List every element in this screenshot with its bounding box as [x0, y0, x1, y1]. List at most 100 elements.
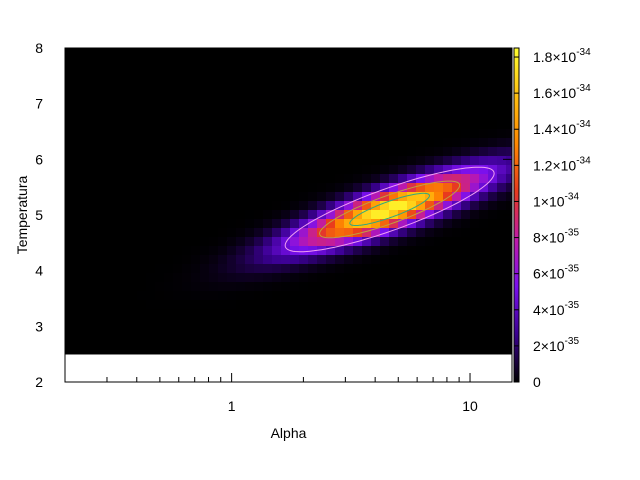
heatmap-cell [128, 237, 138, 247]
heatmap-cell [326, 255, 336, 265]
heatmap-cell [218, 111, 228, 121]
heatmap-cell [164, 273, 174, 283]
heatmap-cell [389, 147, 399, 157]
heatmap-cell [137, 336, 147, 346]
heatmap-cell [155, 291, 165, 301]
heatmap-cell [236, 327, 246, 337]
heatmap-cell [218, 66, 228, 76]
heatmap-cell [407, 192, 417, 202]
heatmap-cell [335, 345, 345, 355]
heatmap-cell [299, 237, 309, 247]
heatmap-cell [173, 336, 183, 346]
heatmap-cell [416, 75, 426, 85]
heatmap-cell [425, 345, 435, 355]
heatmap-cell [191, 156, 201, 166]
heatmap-cell [371, 327, 381, 337]
heatmap-cell [290, 192, 300, 202]
heatmap-cell [65, 84, 75, 94]
heatmap-cell [479, 201, 489, 211]
heatmap-cell [308, 318, 318, 328]
heatmap-cell [326, 300, 336, 310]
heatmap-cell [110, 246, 120, 256]
heatmap-cell [290, 300, 300, 310]
heatmap-cell [380, 273, 390, 283]
heatmap-cell [362, 273, 372, 283]
heatmap-cell [236, 318, 246, 328]
heatmap-cell [497, 84, 507, 94]
heatmap-cell [155, 201, 165, 211]
heatmap-cell [272, 84, 282, 94]
heatmap-cell [461, 192, 471, 202]
heatmap-cell [371, 165, 381, 175]
heatmap-cell [110, 255, 120, 265]
heatmap-cell [164, 165, 174, 175]
heatmap-cell [479, 237, 489, 247]
heatmap-cell [290, 84, 300, 94]
heatmap-cell [389, 201, 399, 211]
heatmap-cell [155, 138, 165, 148]
heatmap-cell [83, 255, 93, 265]
heatmap-cell [254, 219, 264, 229]
heatmap-cell [83, 75, 93, 85]
heatmap-cell [380, 309, 390, 319]
heatmap-cell [191, 102, 201, 112]
heatmap-cell [425, 147, 435, 157]
heatmap-cell [146, 237, 156, 247]
heatmap-cell [236, 111, 246, 121]
heatmap-cell [299, 219, 309, 229]
heatmap-cell [65, 129, 75, 139]
heatmap-cell [407, 255, 417, 265]
heatmap-cell [209, 57, 219, 67]
heatmap-cell [101, 219, 111, 229]
heatmap-cell [389, 282, 399, 292]
heatmap-cell [83, 264, 93, 274]
heatmap-cell [389, 291, 399, 301]
heatmap-cell [452, 246, 462, 256]
heatmap-cell [182, 300, 192, 310]
heatmap-cell [335, 111, 345, 121]
heatmap-cell [281, 75, 291, 85]
heatmap-cell [155, 129, 165, 139]
heatmap-cell [326, 327, 336, 337]
heatmap-cell [416, 156, 426, 166]
heatmap-cell [452, 336, 462, 346]
heatmap-cell [92, 336, 102, 346]
heatmap-cell [398, 129, 408, 139]
heatmap-cell [362, 84, 372, 94]
heatmap-cell [452, 255, 462, 265]
heatmap-cell [470, 120, 480, 130]
heatmap-cell [443, 345, 453, 355]
heatmap-cell [443, 93, 453, 103]
heatmap-cell [362, 237, 372, 247]
heatmap-cell [137, 57, 147, 67]
heatmap-cell [344, 165, 354, 175]
heatmap-cell [389, 237, 399, 247]
heatmap-cell [236, 138, 246, 148]
heatmap-cell [371, 264, 381, 274]
heatmap-cell [380, 120, 390, 130]
heatmap-cell [344, 300, 354, 310]
heatmap-cell [155, 75, 165, 85]
heatmap-cell [407, 66, 417, 76]
heatmap-cell [74, 156, 84, 166]
heatmap-cell [344, 147, 354, 157]
heatmap-cell [101, 300, 111, 310]
heatmap-cell [290, 165, 300, 175]
heatmap-cell [281, 345, 291, 355]
heatmap-cell [290, 345, 300, 355]
heatmap-cell [164, 327, 174, 337]
heatmap-cell [191, 318, 201, 328]
heatmap-cell [299, 291, 309, 301]
heatmap-cell [227, 336, 237, 346]
heatmap-cell [245, 84, 255, 94]
heatmap-cell [92, 138, 102, 148]
heatmap-cell [308, 66, 318, 76]
heatmap-cell [137, 183, 147, 193]
heatmap-cell [227, 57, 237, 67]
heatmap-cell [254, 102, 264, 112]
heatmap-cell [236, 183, 246, 193]
heatmap-cell [497, 165, 507, 175]
heatmap-cell [479, 66, 489, 76]
